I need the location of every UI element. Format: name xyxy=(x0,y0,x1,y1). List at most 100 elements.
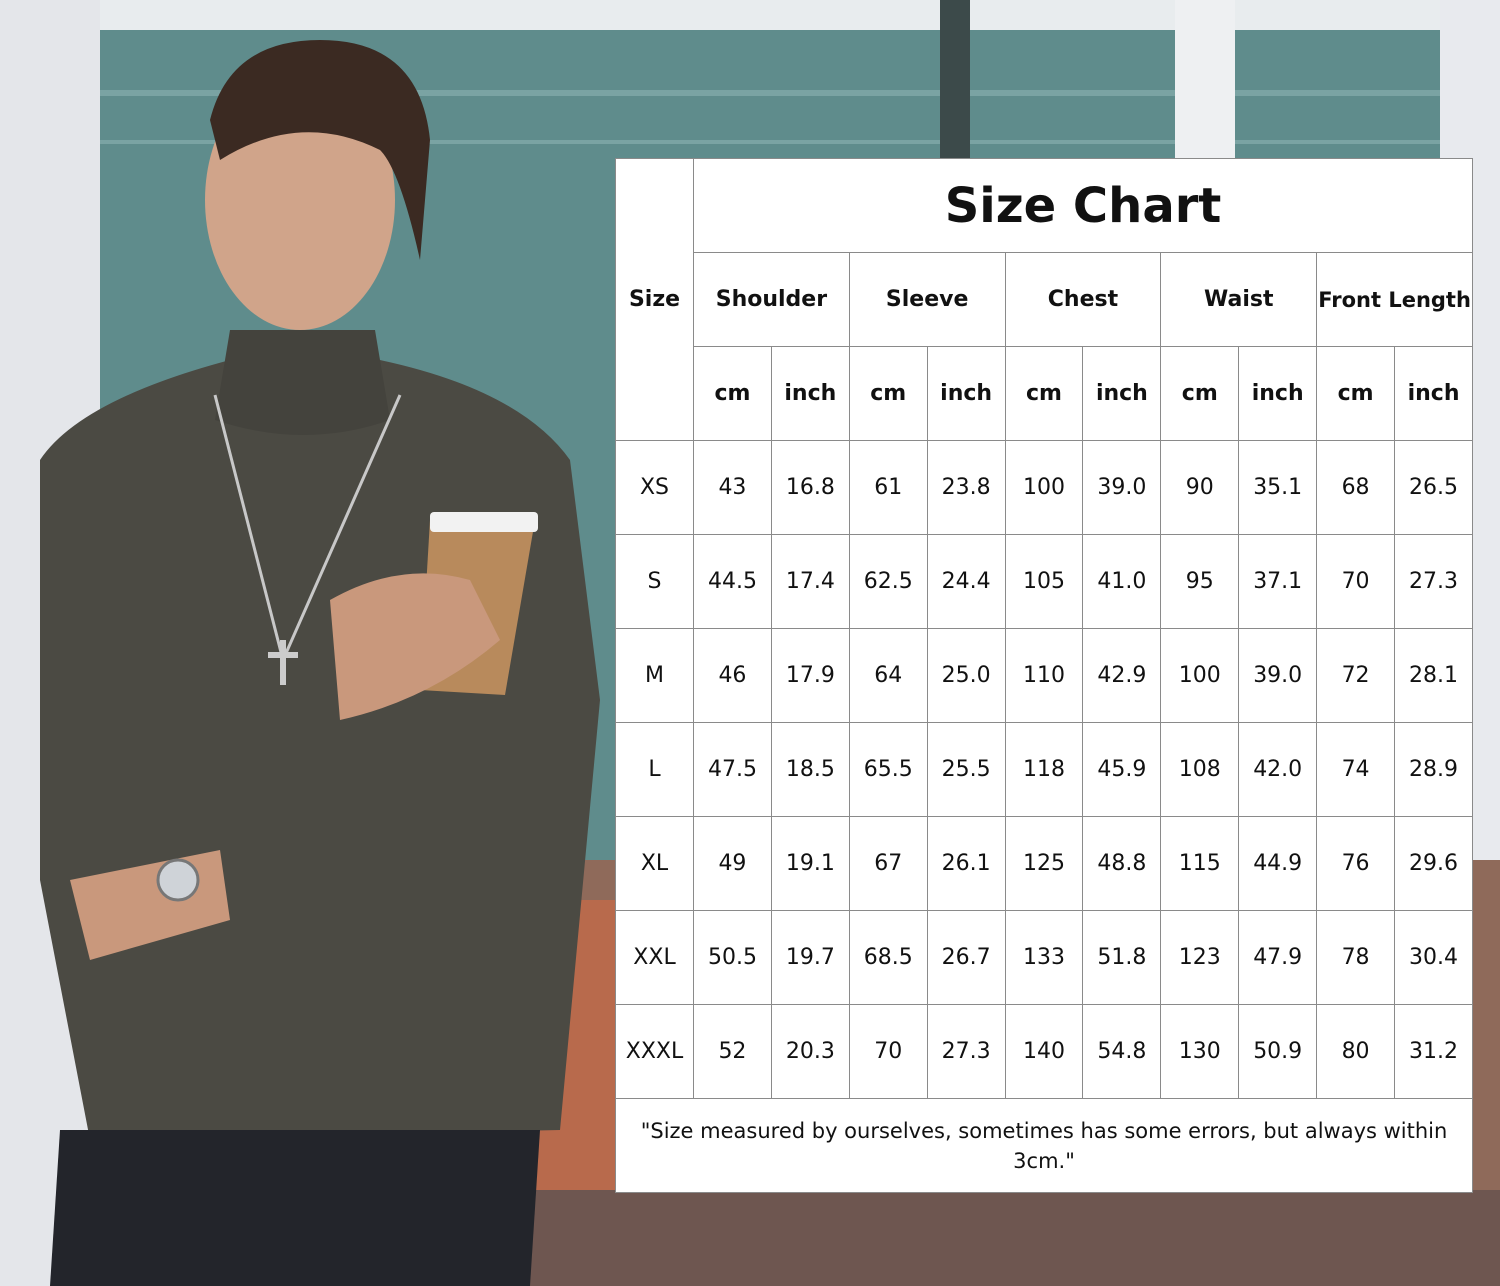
size-label: L xyxy=(615,722,694,817)
table-cell: 26.7 xyxy=(926,910,1006,1005)
trousers xyxy=(50,1130,540,1286)
measure-header: Waist xyxy=(1160,252,1318,347)
table-cell: 50.9 xyxy=(1238,1004,1318,1099)
table-cell: 133 xyxy=(1004,910,1084,1005)
table-row: XXL 50.5 19.7 68.5 26.7 133 51.8 123 47.9 78 30.4 xyxy=(615,910,1474,1005)
table-cell: 27.3 xyxy=(926,1004,1006,1099)
table-cell: 39.0 xyxy=(1082,440,1162,535)
table-cell: 51.8 xyxy=(1082,910,1162,1005)
table-cell: 29.6 xyxy=(1394,816,1474,911)
table-cell: 43 xyxy=(693,440,772,535)
measure-header: Chest xyxy=(1004,252,1162,347)
table-cell: 26.5 xyxy=(1394,440,1474,535)
note-row: "Size measured by ourselves, sometimes h… xyxy=(614,1098,1474,1193)
table-cell: 49 xyxy=(693,816,772,911)
table-cell: 28.9 xyxy=(1394,722,1474,817)
table-cell: 68 xyxy=(1316,440,1396,535)
table-cell: 50.5 xyxy=(693,910,772,1005)
unit-header: cm xyxy=(1316,346,1396,441)
table-row: XS 43 16.8 61 23.8 100 39.0 90 35.1 68 26.5 xyxy=(615,440,1474,535)
size-label: XXXL xyxy=(615,1004,694,1099)
table-cell: 118 xyxy=(1004,722,1084,817)
table-row: XXXL 52 20.3 70 27.3 140 54.8 130 50.9 80 31.2 xyxy=(615,1004,1474,1099)
table-cell: 41.0 xyxy=(1082,534,1162,629)
table-cell: 47.9 xyxy=(1238,910,1318,1005)
table-cell: 64 xyxy=(848,628,928,723)
size-chart-table: Size Size Chart Shoulder Sleeve Chest Waist Fr… xyxy=(614,158,1474,1193)
table-cell: 23.8 xyxy=(926,440,1006,535)
table-cell: 35.1 xyxy=(1238,440,1318,535)
unit-header: inch xyxy=(926,346,1006,441)
unit-header: cm xyxy=(1160,346,1240,441)
table-cell: 100 xyxy=(1004,440,1084,535)
unit-header: cm xyxy=(693,346,772,441)
size-label: S xyxy=(615,534,694,629)
table-row: S 44.5 17.4 62.5 24.4 105 41.0 95 37.1 70 27.3 xyxy=(615,534,1474,629)
unit-header: inch xyxy=(1082,346,1162,441)
table-cell: 125 xyxy=(1004,816,1084,911)
unit-header: cm xyxy=(848,346,928,441)
table-row: M 46 17.9 64 25.0 110 42.9 100 39.0 72 28.1 xyxy=(615,628,1474,723)
table-cell: 105 xyxy=(1004,534,1084,629)
measurement-note: "Size measured by ourselves, sometimes h… xyxy=(614,1098,1474,1193)
table-cell: 70 xyxy=(1316,534,1396,629)
table-cell: 52 xyxy=(693,1004,772,1099)
table-row: L 47.5 18.5 65.5 25.5 118 45.9 108 42.0 74 28.9 xyxy=(615,722,1474,817)
table-cell: 42.9 xyxy=(1082,628,1162,723)
table-cell: 39.0 xyxy=(1238,628,1318,723)
table-cell: 46 xyxy=(693,628,772,723)
wristwatch xyxy=(156,858,200,902)
chart-title: Size Chart xyxy=(692,158,1474,253)
table-cell: 20.3 xyxy=(770,1004,850,1099)
table-cell: 54.8 xyxy=(1082,1004,1162,1099)
table-cell: 140 xyxy=(1004,1004,1084,1099)
size-header: Size xyxy=(615,158,694,441)
table-cell: 80 xyxy=(1316,1004,1396,1099)
table-cell: 44.9 xyxy=(1238,816,1318,911)
table-cell: 115 xyxy=(1160,816,1240,911)
measure-header: Shoulder xyxy=(693,252,850,347)
table-cell: 108 xyxy=(1160,722,1240,817)
table-cell: 26.1 xyxy=(926,816,1006,911)
table-cell: 62.5 xyxy=(848,534,928,629)
size-label: XS xyxy=(615,440,694,535)
unit-header: inch xyxy=(1238,346,1318,441)
table-cell: 25.5 xyxy=(926,722,1006,817)
table-cell: 18.5 xyxy=(770,722,850,817)
table-cell: 72 xyxy=(1316,628,1396,723)
table-cell: 90 xyxy=(1160,440,1240,535)
size-label: XXL xyxy=(615,910,694,1005)
hair xyxy=(210,40,430,260)
table-cell: 17.4 xyxy=(770,534,850,629)
table-cell: 17.9 xyxy=(770,628,850,723)
unit-header: inch xyxy=(1394,346,1474,441)
table-cell: 45.9 xyxy=(1082,722,1162,817)
table-cell: 19.1 xyxy=(770,816,850,911)
table-cell: 48.8 xyxy=(1082,816,1162,911)
table-cell: 24.4 xyxy=(926,534,1006,629)
measure-header: Sleeve xyxy=(848,252,1006,347)
size-label: XL xyxy=(615,816,694,911)
unit-header: inch xyxy=(770,346,850,441)
hand xyxy=(330,573,500,720)
table-cell: 67 xyxy=(848,816,928,911)
table-cell: 44.5 xyxy=(693,534,772,629)
title-row: Size Size Chart xyxy=(615,158,1474,441)
table-cell: 61 xyxy=(848,440,928,535)
table-cell: 123 xyxy=(1160,910,1240,1005)
table-cell: 130 xyxy=(1160,1004,1240,1099)
measure-header: Front Length xyxy=(1316,252,1474,347)
table-cell: 37.1 xyxy=(1238,534,1318,629)
table-cell: 68.5 xyxy=(848,910,928,1005)
table-cell: 74 xyxy=(1316,722,1396,817)
table-cell: 28.1 xyxy=(1394,628,1474,723)
table-cell: 95 xyxy=(1160,534,1240,629)
table-cell: 27.3 xyxy=(1394,534,1474,629)
table-row: XL 49 19.1 67 26.1 125 48.8 115 44.9 76 29.6 xyxy=(615,816,1474,911)
unit-header-row: cm inch cm inch cm inch cm inch cm inch xyxy=(616,346,1474,441)
table-cell: 31.2 xyxy=(1394,1004,1474,1099)
table-cell: 78 xyxy=(1316,910,1396,1005)
table-cell: 16.8 xyxy=(770,440,850,535)
turtleneck-sweater xyxy=(40,340,600,1140)
size-label: M xyxy=(615,628,694,723)
